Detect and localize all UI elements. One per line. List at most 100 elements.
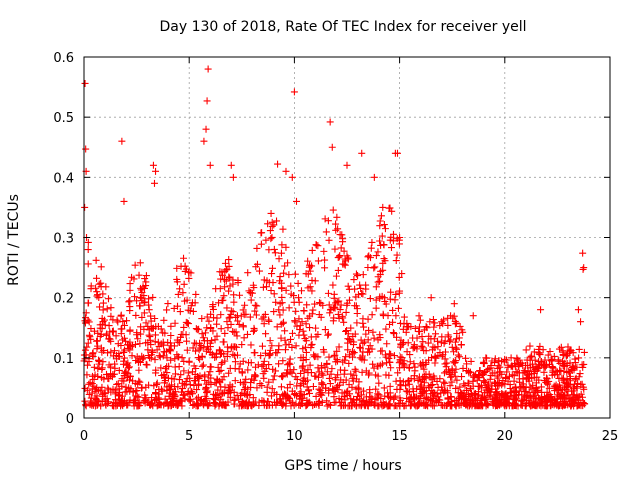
data-point <box>246 313 254 321</box>
data-point <box>493 388 501 396</box>
data-point <box>263 383 271 391</box>
data-point <box>262 236 270 244</box>
data-point <box>406 351 414 359</box>
data-point <box>337 402 345 410</box>
data-point <box>547 397 555 405</box>
data-point <box>555 402 563 410</box>
data-point <box>123 374 131 382</box>
data-point <box>422 323 430 331</box>
data-point <box>535 345 543 353</box>
data-point <box>131 340 139 348</box>
data-point <box>237 312 245 320</box>
data-point <box>325 374 333 382</box>
data-point <box>568 400 576 408</box>
data-point <box>217 275 225 283</box>
data-point <box>169 400 177 408</box>
data-point <box>147 324 155 332</box>
data-point <box>464 390 472 398</box>
data-point <box>418 343 426 351</box>
data-point <box>511 401 519 409</box>
data-point <box>389 318 397 326</box>
data-point <box>487 385 495 393</box>
data-point <box>212 285 220 293</box>
data-point <box>339 235 347 243</box>
data-point <box>531 365 539 373</box>
data-point <box>218 350 226 358</box>
data-point <box>203 343 211 351</box>
data-point <box>171 370 179 378</box>
data-point <box>279 372 287 380</box>
data-point <box>176 285 184 293</box>
data-point <box>190 362 198 370</box>
data-point <box>432 354 440 362</box>
data-point <box>552 398 560 406</box>
data-point <box>127 385 135 393</box>
data-point <box>353 305 361 313</box>
data-point <box>268 270 276 278</box>
data-point <box>352 270 360 278</box>
data-point <box>151 338 159 346</box>
data-point <box>329 206 337 214</box>
data-point <box>231 395 239 403</box>
data-point <box>390 352 398 360</box>
data-point <box>409 334 417 342</box>
data-point <box>393 333 401 341</box>
data-point <box>171 363 179 371</box>
data-point <box>128 352 136 360</box>
data-point <box>420 365 428 373</box>
data-point <box>215 346 223 354</box>
data-point <box>350 276 358 284</box>
data-point <box>95 386 103 394</box>
data-point <box>347 370 355 378</box>
data-point <box>240 334 248 342</box>
data-point <box>149 293 157 301</box>
data-point <box>125 363 133 371</box>
data-point <box>402 387 410 395</box>
data-point <box>448 343 456 351</box>
data-point <box>215 367 223 375</box>
data-point <box>302 348 310 356</box>
data-point <box>261 349 269 357</box>
data-point <box>253 384 261 392</box>
data-point <box>115 392 123 400</box>
x-tick-label: 10 <box>286 429 303 444</box>
data-point <box>538 395 546 403</box>
data-point <box>369 360 377 368</box>
data-point <box>431 344 439 352</box>
data-point <box>273 390 281 398</box>
data-point <box>451 317 459 325</box>
data-point <box>281 346 289 354</box>
data-point <box>410 360 418 368</box>
data-point <box>457 401 465 409</box>
data-point <box>530 369 538 377</box>
data-point <box>323 359 331 367</box>
data-point <box>294 279 302 287</box>
data-point <box>410 375 418 383</box>
data-point <box>379 266 387 274</box>
data-point <box>104 349 112 357</box>
data-point <box>213 332 221 340</box>
data-point <box>213 320 221 328</box>
data-point <box>84 238 92 246</box>
data-point <box>130 275 138 283</box>
data-point <box>460 380 468 388</box>
data-point <box>422 387 430 395</box>
data-point <box>276 273 284 281</box>
data-point <box>243 402 251 410</box>
data-point <box>359 348 367 356</box>
data-point <box>567 395 575 403</box>
data-point <box>443 387 451 395</box>
data-point <box>238 341 246 349</box>
data-point <box>308 310 316 318</box>
data-point <box>345 285 353 293</box>
data-point <box>491 369 499 377</box>
data-point <box>195 380 203 388</box>
data-point <box>467 385 475 393</box>
data-point <box>277 249 285 257</box>
data-point <box>368 238 376 246</box>
data-point-peak <box>577 318 585 326</box>
data-point <box>247 359 255 367</box>
data-point <box>302 337 310 345</box>
data-point <box>440 369 448 377</box>
data-point <box>523 394 531 402</box>
